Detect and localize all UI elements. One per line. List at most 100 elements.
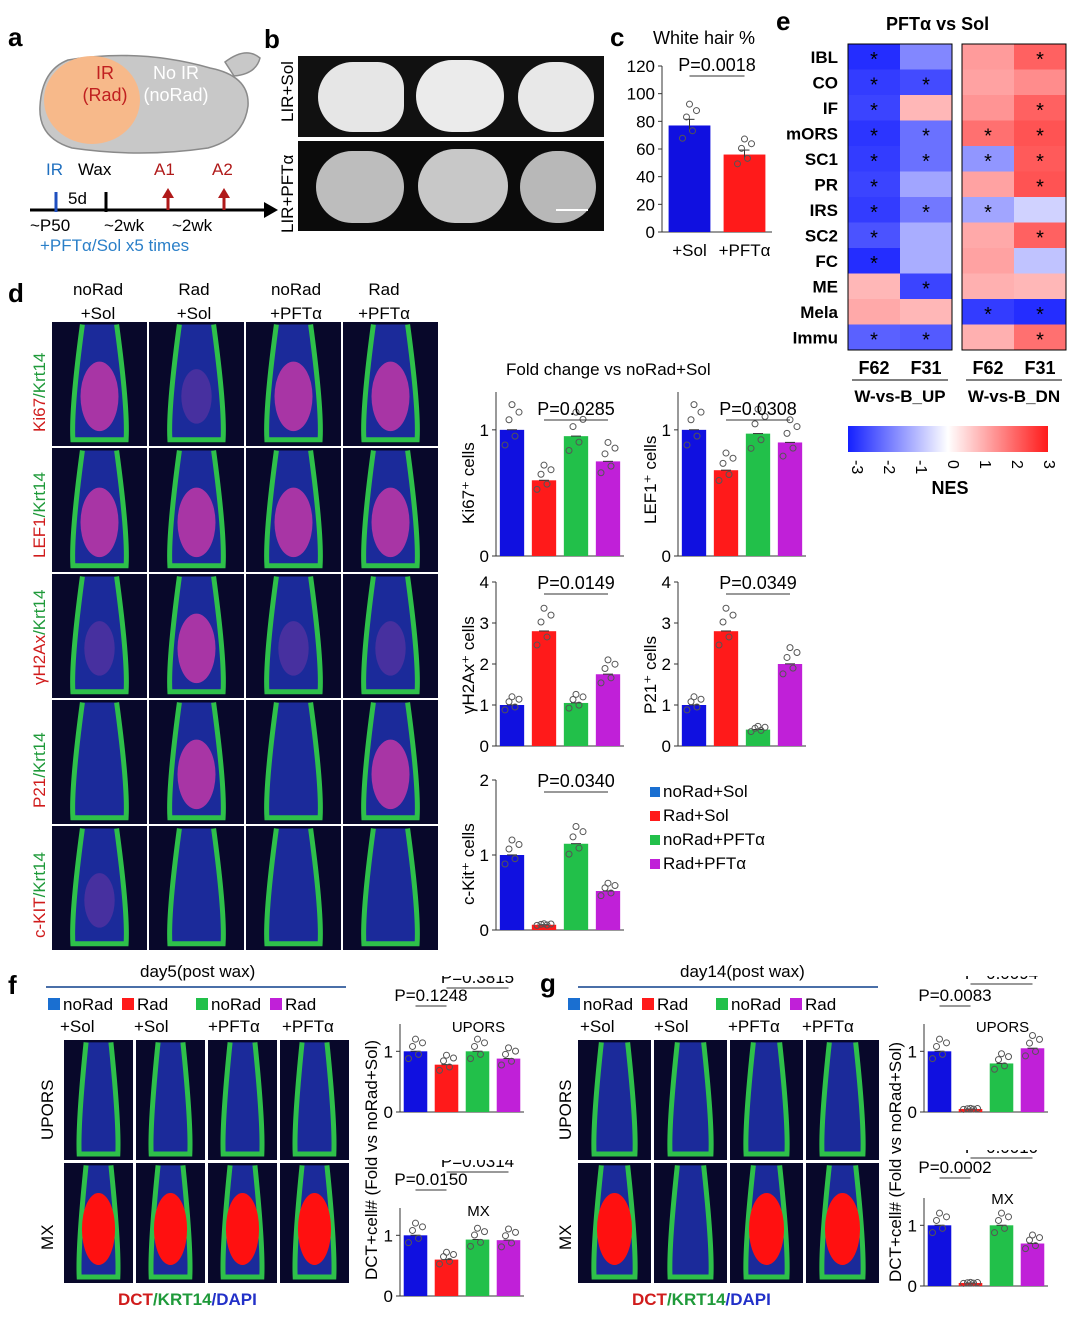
bar bbox=[989, 1225, 1014, 1286]
significance-star: * bbox=[870, 330, 878, 352]
panel-label-b: b bbox=[264, 24, 280, 54]
data-point bbox=[415, 1050, 422, 1058]
data-point bbox=[471, 1042, 478, 1050]
data-point bbox=[572, 408, 580, 416]
krt14-outline bbox=[70, 450, 129, 569]
mouse-ir-label: IR (Rad) bbox=[82, 63, 128, 105]
data-point bbox=[508, 1057, 515, 1065]
heatmap-cell bbox=[848, 222, 900, 248]
micrograph-tile bbox=[208, 1040, 277, 1160]
data-point bbox=[440, 1253, 447, 1261]
data-point bbox=[405, 1239, 412, 1247]
bar bbox=[434, 1064, 459, 1112]
krt14-outline bbox=[264, 828, 323, 947]
data-point bbox=[501, 706, 509, 714]
data-point bbox=[722, 604, 730, 612]
y-axis-label: P21⁺ cells bbox=[641, 636, 660, 714]
bar bbox=[668, 125, 711, 232]
p-value: P=0.0349 bbox=[719, 573, 797, 593]
heatmap-cell bbox=[1014, 69, 1066, 95]
heatmap-cell bbox=[848, 248, 900, 274]
bar bbox=[499, 705, 525, 746]
legend-item: noRad+Sol bbox=[650, 782, 765, 806]
significance-star: * bbox=[922, 279, 930, 301]
data-point bbox=[697, 408, 705, 416]
y-tick-label: 0 bbox=[662, 737, 671, 756]
p-value: P=0.3815 bbox=[441, 976, 514, 987]
micrograph-tile bbox=[280, 1040, 349, 1160]
micrograph-tile bbox=[246, 700, 341, 824]
follicle-body bbox=[169, 324, 224, 440]
follicle-body bbox=[669, 1165, 712, 1277]
krt14-outline bbox=[819, 1042, 866, 1157]
data-point bbox=[793, 649, 801, 657]
data-point bbox=[1036, 1234, 1043, 1242]
data-point bbox=[754, 722, 762, 730]
heatmap-col-label: F62 bbox=[858, 358, 889, 378]
marker-signal bbox=[371, 361, 410, 432]
heatmap-cell bbox=[848, 197, 900, 223]
heatmap-cell bbox=[962, 197, 1014, 223]
data-point bbox=[974, 1279, 981, 1287]
data-point bbox=[1001, 1062, 1008, 1070]
micrograph-tile bbox=[343, 574, 438, 698]
follicle-body bbox=[266, 828, 321, 944]
data-point bbox=[761, 723, 769, 731]
timeline-wk2: ~2wk bbox=[172, 216, 213, 235]
marker-signal bbox=[84, 873, 115, 928]
data-point bbox=[409, 1042, 416, 1050]
legend-label: noRad bbox=[583, 995, 634, 1014]
data-point bbox=[450, 1054, 457, 1062]
y-tick-label: 1 bbox=[384, 1226, 393, 1245]
data-point bbox=[579, 828, 587, 836]
data-point bbox=[547, 611, 555, 619]
data-point bbox=[960, 1279, 967, 1287]
heatmap-cell bbox=[1014, 146, 1066, 172]
data-point bbox=[597, 469, 605, 477]
significance-star: * bbox=[1036, 126, 1044, 148]
data-point bbox=[751, 420, 759, 428]
significance-star: * bbox=[870, 100, 878, 122]
data-point bbox=[754, 405, 762, 413]
panel-e-colorbar: -3 -2 -1 0 1 2 3 NES bbox=[848, 426, 1057, 498]
heatmap-cell bbox=[848, 120, 900, 146]
significance-star: * bbox=[870, 253, 878, 275]
legend-swatch bbox=[650, 787, 660, 797]
legend-label: Rad bbox=[657, 995, 689, 1014]
legend-swatch bbox=[642, 998, 654, 1010]
data-point bbox=[974, 1105, 981, 1113]
colorbar-tick-label: 2 bbox=[1008, 460, 1025, 469]
bar bbox=[531, 631, 557, 746]
krt14-outline bbox=[76, 1165, 121, 1280]
y-tick-label: 4 bbox=[480, 573, 489, 592]
data-point bbox=[933, 1042, 940, 1050]
data-point bbox=[991, 1065, 998, 1073]
micrograph-tile bbox=[208, 1163, 277, 1283]
heatmap-row-label: FC bbox=[815, 252, 838, 271]
data-point bbox=[450, 1250, 457, 1258]
data-point bbox=[481, 1228, 488, 1236]
data-point bbox=[725, 471, 733, 479]
follicle-body bbox=[78, 1042, 119, 1154]
data-point bbox=[929, 1055, 936, 1063]
data-point bbox=[611, 882, 619, 890]
marker-signal bbox=[596, 1193, 633, 1265]
panel-g-legend: noRad +Sol Rad +Sol noRad +PFTα Rad +PFTα bbox=[568, 994, 888, 1038]
heatmap-cell bbox=[900, 120, 952, 146]
data-point bbox=[512, 1228, 519, 1236]
follicle-body bbox=[72, 576, 127, 692]
micrograph-tile bbox=[136, 1163, 205, 1283]
y-tick-label: 2 bbox=[480, 655, 489, 674]
data-point bbox=[565, 447, 573, 455]
marker-signal bbox=[297, 1193, 332, 1265]
panel-f-legend: noRad +Sol Rad +Sol noRad +PFTα Rad +PFTα bbox=[48, 994, 368, 1038]
p-value: P=0.0340 bbox=[537, 771, 615, 791]
fur-photo-pft bbox=[298, 141, 604, 231]
data-point bbox=[508, 836, 516, 844]
data-point bbox=[502, 1232, 509, 1240]
heatmap-row-label: IBL bbox=[811, 48, 838, 67]
heatmap-col-label: F62 bbox=[972, 358, 1003, 378]
p-value: P=0.0314 bbox=[441, 1160, 514, 1171]
marker-signal bbox=[274, 487, 313, 558]
significance-star: * bbox=[1036, 100, 1044, 122]
